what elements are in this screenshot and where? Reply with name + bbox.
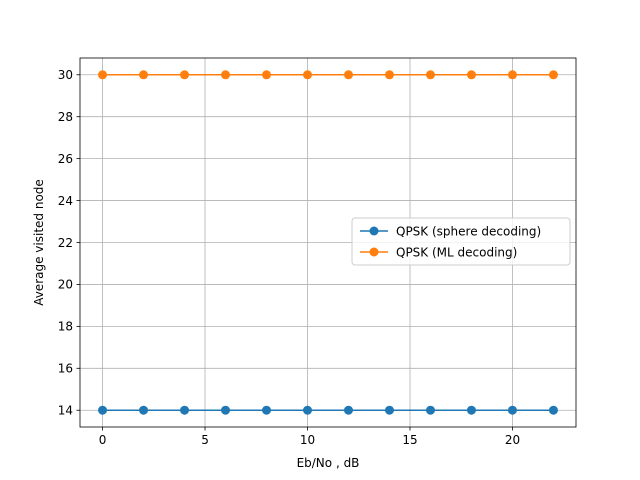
data-point <box>180 405 190 415</box>
y-tick-label: 18 <box>58 320 73 334</box>
data-point <box>98 405 108 415</box>
data-point <box>180 70 190 80</box>
x-axis-label: Eb/No , dB <box>297 456 360 470</box>
y-tick-label: 22 <box>58 236 73 250</box>
legend-marker <box>369 226 379 236</box>
x-axis-ticks: 0 5 10 15 20 <box>99 427 520 447</box>
x-tick-label: 10 <box>300 433 315 447</box>
legend-label: QPSK (ML decoding) <box>396 245 517 259</box>
legend-box <box>351 217 571 266</box>
y-tick-label: 20 <box>58 278 73 292</box>
data-point <box>139 70 149 80</box>
x-tick-label: 15 <box>402 433 417 447</box>
y-axis-ticks: 14 16 18 20 22 24 26 28 30 <box>58 68 80 418</box>
data-point <box>343 70 353 80</box>
data-point <box>221 405 231 415</box>
data-point <box>507 405 517 415</box>
data-point <box>343 405 353 415</box>
legend-marker <box>369 247 379 257</box>
data-point <box>139 405 149 415</box>
x-tick-label: 20 <box>505 433 520 447</box>
series-layer <box>98 70 558 415</box>
legend-item: QPSK (sphere decoding) <box>360 224 541 238</box>
data-point <box>425 405 435 415</box>
series-2 <box>98 70 558 80</box>
y-tick-label: 30 <box>58 68 73 82</box>
data-point <box>466 70 476 80</box>
y-tick-label: 14 <box>58 404 73 418</box>
y-tick-label: 16 <box>58 362 73 376</box>
legend-label: QPSK (sphere decoding) <box>396 224 541 238</box>
data-point <box>548 70 558 80</box>
data-point <box>262 70 272 80</box>
y-tick-label: 26 <box>58 152 73 166</box>
data-point <box>384 405 394 415</box>
y-tick-label: 28 <box>58 110 73 124</box>
legend: QPSK (sphere decoding) QPSK (ML decoding) <box>351 217 571 266</box>
x-tick-label: 5 <box>201 433 209 447</box>
data-point <box>221 70 231 80</box>
y-axis-label: Average visited node <box>32 179 46 306</box>
data-point <box>303 70 313 80</box>
data-point <box>466 405 476 415</box>
data-point <box>98 70 108 80</box>
data-point <box>303 405 313 415</box>
y-tick-label: 24 <box>58 194 73 208</box>
data-point <box>425 70 435 80</box>
series-1 <box>98 405 558 415</box>
legend-item: QPSK (ML decoding) <box>360 245 517 259</box>
x-tick-label: 0 <box>99 433 107 447</box>
data-point <box>384 70 394 80</box>
data-point <box>507 70 517 80</box>
data-point <box>548 405 558 415</box>
data-point <box>262 405 272 415</box>
